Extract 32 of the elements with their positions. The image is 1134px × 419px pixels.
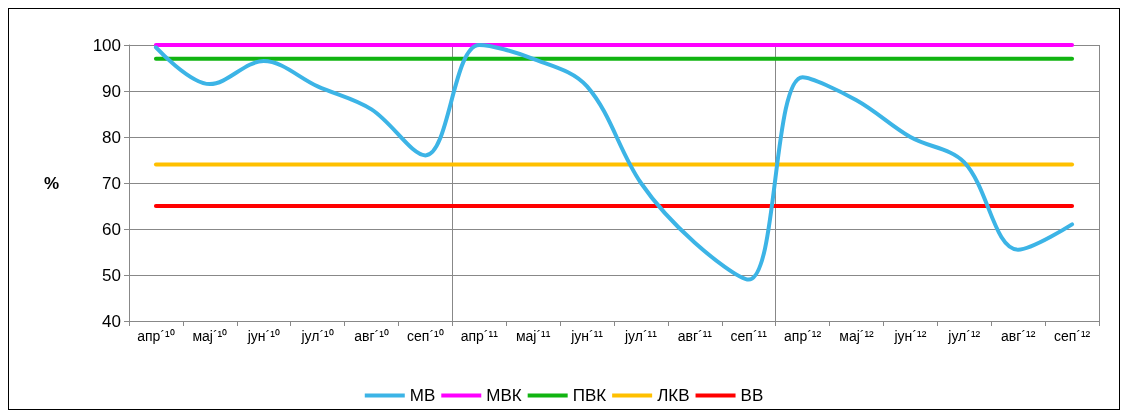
x-tick-label: апр´¹² [784,328,822,344]
legend-label: ПВК [572,386,607,405]
x-tick-label: авг´¹² [1001,328,1036,344]
x-tick-label: апр´¹¹ [460,328,499,344]
y-tick-label: 100 [92,35,121,55]
legend-label: ВВ [740,386,764,405]
x-tick-label: јун´¹² [893,328,927,344]
y-axis-title: % [43,173,59,193]
y-tick-label: 50 [102,265,121,285]
x-tick-label: јул´¹¹ [623,328,658,344]
x-tick-label: јун´¹¹ [570,328,604,344]
x-tick-label: сеп´¹⁰ [407,328,444,344]
x-tick-label: авг´¹⁰ [354,328,389,344]
line-series [153,43,1075,282]
x-tick-label: мај´¹² [839,328,875,344]
legend-label: ЛКВ [657,386,690,405]
y-tick-label: 40 [102,311,121,331]
y-tick-label: 60 [102,219,121,239]
x-tick-label: авг´¹¹ [677,328,713,344]
x-tick-label: јул´¹² [947,328,981,344]
y-tick-label: 90 [102,81,121,101]
legend-label: МВК [486,386,522,405]
legend-label: МВ [409,386,436,405]
x-tick-label: јул´¹⁰ [300,328,334,344]
x-tick-label: мај´¹⁰ [192,328,228,344]
x-tick-label: јун´¹⁰ [246,328,280,344]
x-tick-label: сеп´¹² [1053,328,1091,344]
x-tick-label: апр´¹⁰ [137,328,175,344]
y-tick-label: 70 [102,173,121,193]
y-tick-label: 80 [102,127,121,147]
x-tick-label: мај´¹¹ [515,328,551,344]
x-tick-label: сеп´¹¹ [730,328,768,344]
